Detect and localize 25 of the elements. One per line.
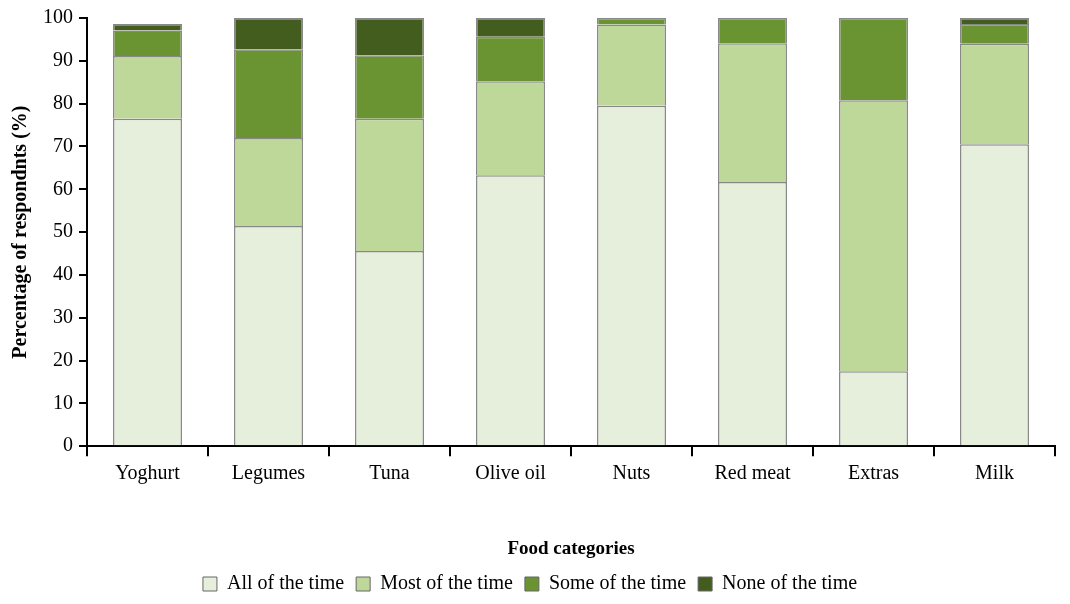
legend-label: Some of the time bbox=[548, 571, 687, 594]
x-tick-label: Red meat bbox=[714, 461, 791, 484]
legend-label: Most of the time bbox=[380, 571, 514, 594]
y-tick-label: 50 bbox=[53, 219, 73, 242]
y-tick-label: 20 bbox=[53, 347, 73, 370]
y-tick-label: 100 bbox=[43, 5, 73, 28]
x-tick-label: Milk bbox=[975, 461, 1014, 484]
y-axis-title: Percentage of respondnts (%) bbox=[8, 105, 32, 359]
legend-label: All of the time bbox=[226, 571, 345, 594]
y-tick-label: 70 bbox=[53, 133, 73, 156]
x-tick-label: Nuts bbox=[612, 461, 651, 484]
y-tick-label: 0 bbox=[63, 433, 73, 456]
y-tick-label: 90 bbox=[53, 48, 73, 71]
legend-label: None of the time bbox=[722, 571, 858, 594]
x-tick-label: Yoghurt bbox=[115, 461, 181, 485]
y-tick-label: 30 bbox=[53, 304, 73, 327]
x-tick-label: Tuna bbox=[369, 461, 410, 484]
y-tick-label: 40 bbox=[53, 262, 73, 285]
x-tick-label: Olive oil bbox=[475, 461, 547, 484]
y-tick-label: 60 bbox=[53, 176, 73, 199]
x-axis-title: Food categories bbox=[507, 536, 635, 558]
x-tick-label: Legumes bbox=[231, 461, 306, 485]
x-tick-label: Extras bbox=[847, 461, 900, 484]
y-tick-label: 10 bbox=[53, 390, 73, 413]
y-tick-label: 80 bbox=[53, 90, 73, 113]
